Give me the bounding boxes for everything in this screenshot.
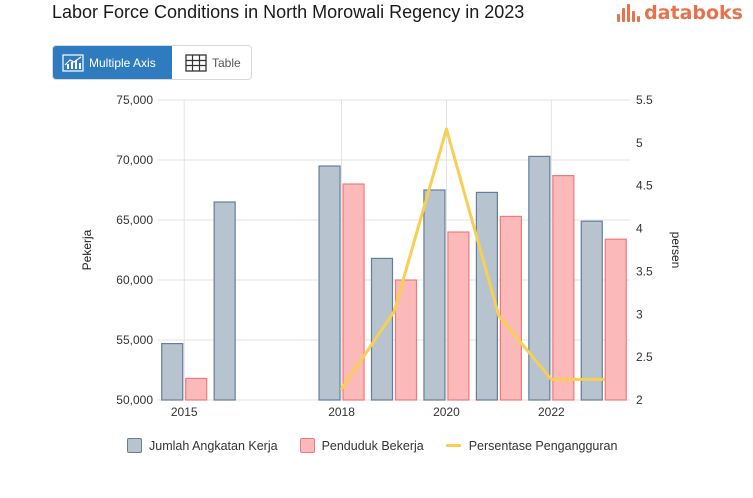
y-tick-label: 50,000 [116, 393, 153, 407]
y2-tick-label: 2 [636, 393, 643, 407]
line-point [340, 387, 344, 391]
axes: 50,000 55,000 60,000 65,000 70,000 75,000 2 2.5… [80, 93, 683, 419]
y2-tick-label: 2.5 [636, 350, 653, 364]
bars [161, 155, 627, 401]
y-tick-label: 60,000 [116, 273, 153, 287]
legend-label-pengangguran: Persentase Pengangguran [468, 438, 618, 453]
bar-angkatan-kerja [318, 165, 341, 401]
x-tick-label: 2020 [433, 405, 460, 419]
legend-item-pengangguran[interactable]: Persentase Pengangguran [445, 438, 618, 453]
bar-penduduk-bekerja [499, 215, 522, 401]
bar-angkatan-kerja [528, 155, 551, 401]
line-point [497, 314, 501, 318]
y-tick-label: 70,000 [116, 153, 153, 167]
y-tick-label: 75,000 [116, 93, 153, 107]
y-tick-label: 55,000 [116, 333, 153, 347]
legend: Jumlah Angkatan Kerja Penduduk Bekerja P… [127, 438, 639, 453]
databoks-logo-icon [617, 4, 641, 22]
bar-penduduk-bekerja [604, 238, 627, 401]
grid [158, 99, 630, 401]
x-tick-label: 2018 [328, 405, 355, 419]
line-point [602, 377, 606, 381]
line-point [392, 310, 396, 314]
databoks-logo[interactable]: databoks [617, 2, 743, 24]
table-button[interactable]: Table [172, 46, 251, 79]
bar-penduduk-bekerja [185, 377, 208, 401]
unemployment-line [340, 127, 606, 391]
bar-angkatan-kerja [213, 201, 236, 401]
multiple-axis-label: Multiple Axis [89, 55, 156, 70]
legend-label-penduduk: Penduduk Bekerja [321, 438, 424, 453]
legend-swatch-pengangguran [445, 444, 461, 447]
line-point [549, 377, 553, 381]
bar-angkatan-kerja [161, 343, 184, 401]
y2-tick-label: 3.5 [636, 264, 653, 278]
y-axis-title: Pekerja [80, 229, 94, 270]
y2-axis-title: persen [669, 232, 683, 269]
legend-swatch-penduduk [299, 438, 315, 453]
y2-tick-label: 5.5 [636, 93, 653, 107]
y2-tick-label: 3 [636, 307, 643, 321]
legend-item-penduduk[interactable]: Penduduk Bekerja [299, 438, 424, 453]
chart-icon [62, 53, 84, 72]
legend-label-angkatan: Jumlah Angkatan Kerja [149, 438, 278, 453]
line-point [444, 127, 448, 131]
chart-title: Labor Force Conditions in North Morowali… [52, 2, 525, 22]
bar-angkatan-kerja [580, 220, 603, 401]
bar-penduduk-bekerja [552, 175, 575, 401]
y2-tick-label: 4 [636, 222, 643, 236]
legend-item-angkatan[interactable]: Jumlah Angkatan Kerja [127, 438, 278, 453]
bar-penduduk-bekerja [342, 183, 365, 401]
bar-penduduk-bekerja [447, 231, 470, 401]
bar-angkatan-kerja [475, 191, 498, 401]
y2-tick-label: 4.5 [636, 179, 653, 193]
multiple-axis-button[interactable]: Multiple Axis [53, 46, 172, 79]
y2-tick-label: 5 [636, 136, 643, 150]
databoks-logo-text: databoks [644, 2, 743, 24]
x-tick-label: 2015 [171, 405, 198, 419]
y-tick-label: 65,000 [116, 213, 153, 227]
bar-angkatan-kerja [423, 189, 446, 401]
x-tick-label: 2022 [538, 405, 565, 419]
legend-swatch-angkatan [127, 438, 142, 453]
bar-penduduk-bekerja [394, 279, 418, 401]
table-icon [185, 53, 207, 72]
line-persentase-pengangguran [340, 127, 606, 391]
table-label: Table [212, 55, 241, 70]
view-toggle: Multiple Axis Table [52, 45, 252, 80]
